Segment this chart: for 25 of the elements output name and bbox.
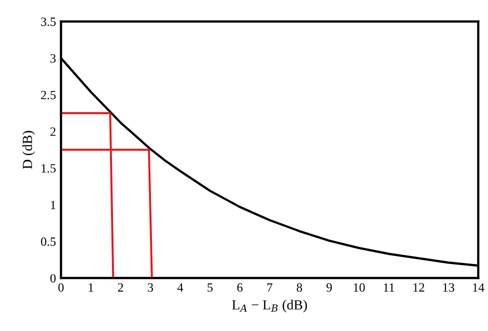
x-tick-label: 7 — [267, 283, 272, 292]
x-tick-label: 9 — [326, 283, 332, 292]
x-axis-title: L$_{A}$ − L$_{B}$ (dB) — [232, 300, 307, 312]
x-tick-label: 2 — [118, 283, 124, 292]
x-tick-label: 1 — [88, 283, 94, 292]
x-tick-label: 14 — [473, 283, 484, 292]
y-tick-label: 2 — [50, 128, 56, 136]
x-tick-label: 5 — [208, 283, 213, 292]
x-tick-label: 13 — [443, 283, 454, 292]
y-tick-label: 0.5 — [40, 237, 56, 246]
y-tick-label: 3.5 — [41, 18, 56, 26]
x-tick-label: 10 — [354, 283, 365, 292]
y-tick-label: 0 — [50, 274, 56, 282]
y-tick-label: 2.5 — [41, 90, 56, 100]
y-tick-label: 1.5 — [42, 164, 56, 173]
y-tick-label: 1 — [50, 200, 56, 210]
x-tick-label: 12 — [413, 283, 424, 292]
x-tick-label: 8 — [296, 283, 302, 292]
x-tick-label: 4 — [177, 283, 184, 292]
x-tick-label: 11 — [384, 283, 394, 292]
x-tick-label: 6 — [237, 283, 243, 292]
x-tick-label: 3 — [148, 283, 154, 292]
y-tick-label: 3 — [50, 54, 56, 63]
y-axis-title: D (dB) — [22, 130, 35, 169]
x-tick-label: 0 — [58, 283, 64, 292]
